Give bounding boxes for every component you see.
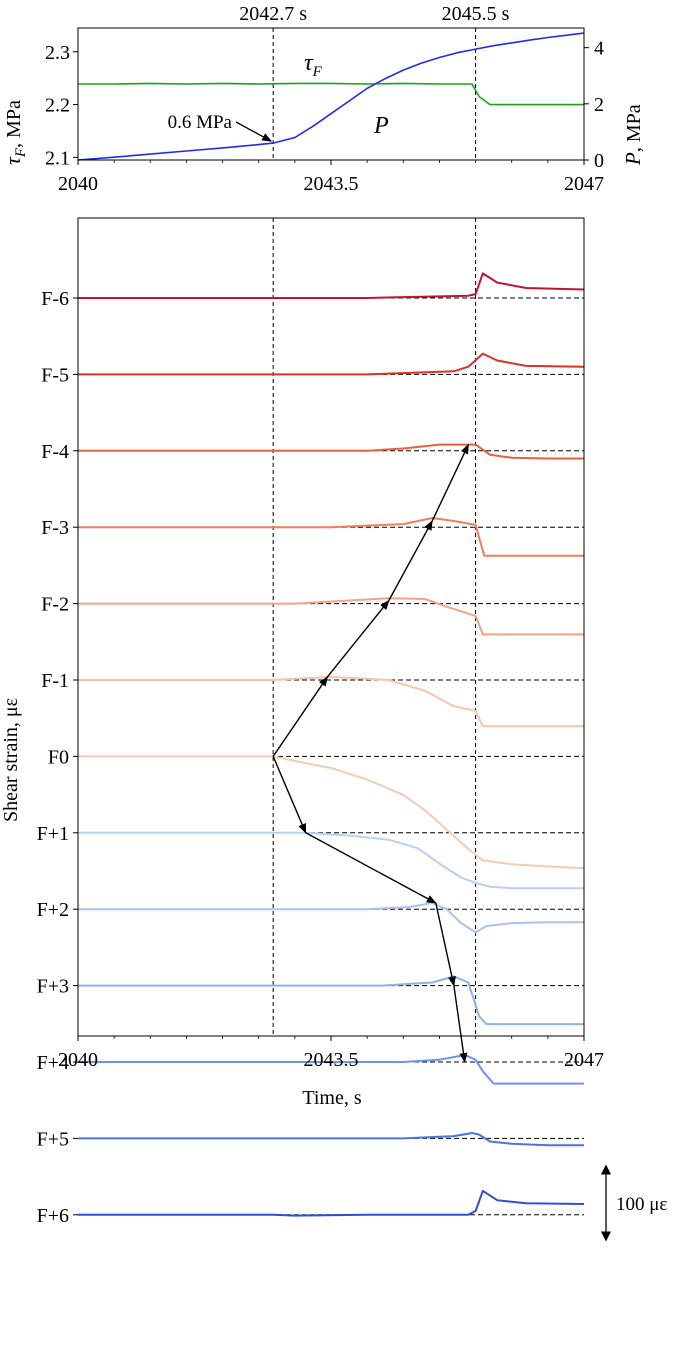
- right-axis-title-unit: , MPa: [623, 104, 645, 152]
- bottom-x-tick-2043-5-label: 2043.5: [304, 1049, 359, 1071]
- strain-series-fm6: [78, 272, 585, 299]
- bottom-event-lines: [272, 218, 477, 1036]
- top-plot-frame: [77, 27, 585, 161]
- top-x-tick-2040-label: 2040: [58, 173, 98, 195]
- pressure-annotation-label: 0.6 MPa: [168, 112, 233, 133]
- bottom-x-axis-title: Time, s: [302, 1087, 362, 1109]
- top-x-tick-2043-5-label: 2043.5: [304, 173, 359, 195]
- svg-text:P, MPa: P, MPa: [621, 104, 645, 166]
- row-label-fm3: F-3: [41, 517, 69, 539]
- row-labels: F-6 F-5 F-4 F-3 F-2 F-1 F0 F+1 F+2 F+3 F+4 F+5 F+6: [37, 288, 78, 1227]
- bottom-y-axis-title: Shear strain, με: [0, 698, 22, 822]
- event-time-label-1: 2042.7 s: [239, 3, 307, 25]
- event-time-label-2: 2045.5 s: [442, 3, 510, 25]
- row-label-fp4: F+4: [37, 1052, 69, 1074]
- row-label-fm6: F-6: [41, 288, 69, 310]
- right-y-tick-label: 4: [594, 38, 604, 60]
- propagation-arrows: [272, 443, 469, 1063]
- top-chart: 2040 2043.5 2047 2.1 2.2 2.3 0 2 4 2042.7 s 2045…: [0, 3, 645, 195]
- bottom-ticks: 2040 2043.5 2047: [58, 1036, 604, 1071]
- row-label-fp1: F+1: [37, 823, 69, 845]
- strain-series-fm5: [78, 352, 585, 376]
- propagation-arrow-2: [326, 599, 390, 678]
- pressure-annotation-arrow: [235, 121, 273, 142]
- propagation-arrow-4: [431, 443, 469, 522]
- tau-series-label-symbol: τ: [304, 50, 314, 76]
- scale-bar-arrow-down: [601, 1231, 611, 1242]
- bottom-series-group: [78, 272, 585, 1217]
- propagation-arrow-6: [305, 832, 437, 904]
- left-axis-title-symbol: τ: [0, 156, 25, 165]
- top-ticks: 2040 2043.5 2047 2.1 2.2 2.3 0 2 4: [45, 38, 604, 195]
- row-label-fp5: F+5: [37, 1128, 69, 1150]
- scale-bar: 100 με: [601, 1164, 667, 1242]
- strain-series-fp4: [78, 1054, 584, 1085]
- row-label-fm2: F-2: [41, 594, 69, 616]
- row-label-fp3: F+3: [37, 976, 69, 998]
- top-series-group: [77, 32, 585, 161]
- strain-series-fp2: [78, 902, 584, 934]
- tau-series-label-subscript: F: [312, 64, 323, 80]
- propagation-arrow-7: [435, 902, 456, 987]
- strain-series-fm2: [78, 597, 584, 636]
- left-axis-title-subscript: F: [13, 147, 29, 158]
- propagation-arrow-3: [388, 520, 433, 601]
- left-axis-title-unit: , MPa: [3, 100, 25, 148]
- bottom-chart: 2040 2043.5 2047 F-6 F-5 F-4 F-3 F-2 F-1 F0 F+1 F+…: [0, 217, 667, 1242]
- scale-bar-arrow-up: [601, 1164, 611, 1175]
- left-y-tick-label: 2.3: [45, 42, 70, 64]
- tau-series-label: τF: [304, 50, 323, 80]
- propagation-arrow-1: [272, 676, 328, 757]
- row-label-fp6: F+6: [37, 1205, 69, 1227]
- strain-series-fp1: [78, 831, 584, 890]
- strain-series-fp5: [78, 1132, 584, 1147]
- bottom-x-tick-2040-label: 2040: [58, 1049, 98, 1071]
- row-label-fm5: F-5: [41, 364, 69, 386]
- right-axis-title: P, MPa: [621, 104, 645, 166]
- right-y-tick-label: 0: [594, 150, 604, 172]
- bottom-x-tick-2047-label: 2047: [564, 1049, 604, 1071]
- strain-series-fm1: [78, 675, 584, 728]
- left-axis-title: τF, MPa: [0, 100, 29, 165]
- strain-series-fp3: [78, 975, 584, 1026]
- propagation-arrow-5: [272, 756, 307, 834]
- left-y-tick-label: 2.2: [45, 95, 70, 117]
- scale-bar-label: 100 με: [616, 1194, 667, 1215]
- row-label-fm1: F-1: [41, 670, 69, 692]
- top-event-lines: [272, 28, 477, 160]
- strain-series-fp6: [78, 1189, 585, 1217]
- bottom-plot-frame: [77, 217, 585, 1037]
- svg-text:τF, MPa: τF, MPa: [0, 100, 29, 165]
- right-y-tick-label: 2: [594, 94, 604, 116]
- top-x-tick-2047-label: 2047: [564, 173, 604, 195]
- strain-series-fm4: [78, 443, 584, 460]
- top-series-p-line: [77, 32, 585, 161]
- row-label-fp2: F+2: [37, 899, 69, 921]
- top-series-tau-line: [78, 82, 584, 106]
- row-label-fm4: F-4: [41, 441, 69, 463]
- strain-series-f0: [78, 755, 585, 870]
- p-series-label: P: [373, 113, 389, 139]
- right-axis-title-symbol: P: [621, 152, 645, 166]
- row-label-f0: F0: [48, 746, 69, 768]
- strain-series-fm3: [78, 517, 584, 557]
- left-y-tick-label: 2.1: [45, 147, 70, 169]
- propagation-arrow-8: [453, 985, 468, 1063]
